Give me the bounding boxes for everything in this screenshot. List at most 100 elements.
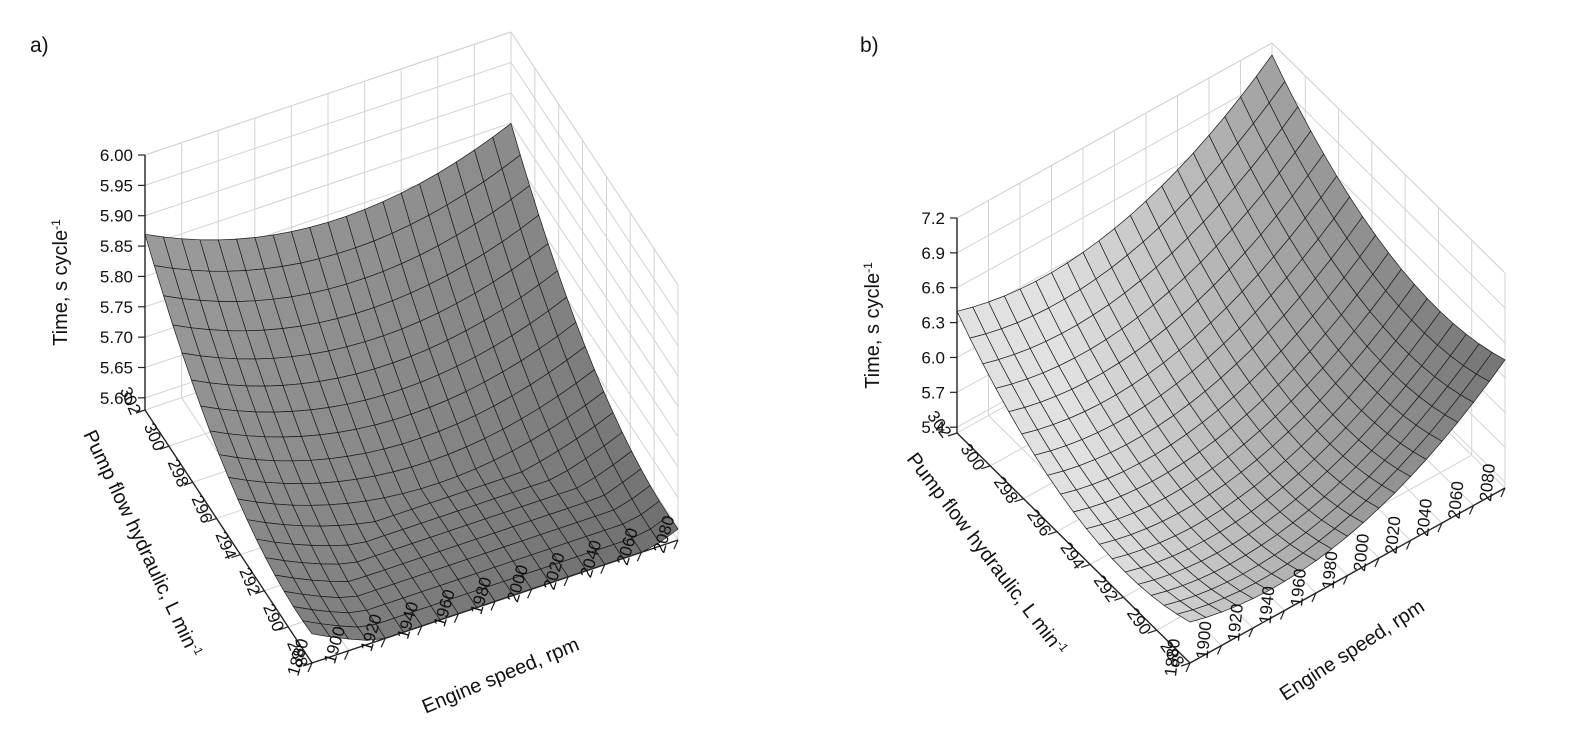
backwall-grid-z <box>144 92 512 217</box>
x-tick-mark <box>600 564 606 574</box>
x-tick-label: 1880 <box>1161 638 1184 678</box>
y-tick-label: 290 <box>1123 604 1155 638</box>
y-axis-line <box>144 409 313 664</box>
y-tick-mark <box>135 409 146 414</box>
y-tick-mark <box>255 590 265 595</box>
y-axis-title-text: Pump flow hydraulic, L min <box>902 449 1064 652</box>
x-tick-mark <box>1216 645 1223 655</box>
x-tick-mark <box>380 638 386 648</box>
y-tick-mark <box>1147 629 1157 634</box>
x-tick-label: 2080 <box>1476 463 1499 503</box>
chart-panel-a: a) 1880 1900 1920 1940 1960 1980 2000 2020 2040 2… <box>30 31 679 719</box>
y-axis-title: Pump flow hydraulic, L min-1 <box>79 426 207 661</box>
y-tick-label: 290 <box>259 601 288 635</box>
box-edge <box>1271 42 1506 274</box>
z-tick-label: 6.3 <box>921 314 945 333</box>
x-tick-mark <box>1374 557 1380 568</box>
box-edge <box>956 42 1273 219</box>
y-tick-label: 292 <box>235 565 264 599</box>
x-tick-mark <box>1279 610 1286 620</box>
x-tick-mark <box>1437 522 1443 533</box>
z-axis-title-sup: -1 <box>861 262 875 273</box>
x-tick-label: 1940 <box>1256 585 1279 625</box>
y-tick-label: 300 <box>140 420 169 454</box>
y-tick-mark <box>947 432 958 437</box>
y-tick-mark <box>231 554 241 559</box>
x-tick-mark <box>527 588 533 599</box>
y-tick-label: 296 <box>188 492 217 526</box>
z-tick-label: 5.75 <box>100 298 133 317</box>
y-tick-mark <box>1080 563 1091 568</box>
z-tick-label: 5.7 <box>921 383 945 402</box>
x-tick-mark <box>1405 540 1412 550</box>
x-tick-mark <box>673 539 679 550</box>
x-tick-mark <box>1311 592 1317 603</box>
z-tick-label: 6.6 <box>921 279 945 298</box>
z-tick-label: 5.60 <box>100 389 133 408</box>
panel-label-b: b) <box>860 34 879 57</box>
z-axis-title-text: Time, s cycle <box>50 230 72 346</box>
z-tick-label: 6.00 <box>100 146 133 165</box>
y-tick-mark <box>183 481 193 486</box>
x-tick-mark <box>453 613 459 624</box>
x-tick-mark <box>563 576 569 587</box>
x-axis-title: Engine speed, rpm <box>1276 595 1429 705</box>
y-tick-label: 296 <box>1023 506 1055 540</box>
y-tick-label: 294 <box>211 529 240 563</box>
y-tick-mark <box>981 465 991 470</box>
y-tick-mark <box>1047 531 1058 536</box>
x-axis-title: Engine speed, rpm <box>419 634 582 719</box>
y-tick-mark <box>207 517 217 522</box>
x-tick-mark <box>417 625 423 636</box>
backwall-grid-z <box>956 77 1273 254</box>
z-tick-label: 5.90 <box>100 207 133 226</box>
z-axis-title: Time, s cycle-1 <box>861 262 884 389</box>
sidewall-grid-z <box>510 153 679 407</box>
z-tick-label: 7.2 <box>921 209 945 228</box>
y-axis-line <box>956 432 1191 664</box>
z-tick-label: 6.0 <box>921 348 945 367</box>
sidewall-grid-z <box>510 122 679 377</box>
z-tick-label: 5.80 <box>100 267 133 286</box>
x-tick-mark <box>344 650 350 660</box>
y-tick-mark <box>1114 596 1124 601</box>
y-axis-title: Pump flow hydraulic, L min-1 <box>902 448 1072 660</box>
x-tick-mark <box>1342 575 1349 585</box>
z-tick-label: 5.65 <box>100 359 133 378</box>
x-tick-label: 1920 <box>1224 603 1247 643</box>
surface-cell <box>301 620 332 638</box>
x-tick-label: 1900 <box>1193 620 1216 660</box>
x-tick-mark <box>490 601 496 611</box>
x-tick-mark <box>307 662 313 673</box>
z-axis-title-text: Time, s cycle <box>862 273 884 389</box>
z-tick-label: 5.4 <box>921 418 945 437</box>
z-tick-label: 6.9 <box>921 244 945 263</box>
x-tick-label: 1960 <box>1287 568 1310 608</box>
sidewall-grid-z <box>510 62 679 316</box>
y-tick-label: 298 <box>164 456 193 490</box>
y-tick-label: 300 <box>957 440 989 474</box>
backwall-grid-z <box>144 122 512 247</box>
y-tick-mark <box>302 662 313 667</box>
surface-mesh <box>956 54 1506 623</box>
surface-mesh <box>144 122 679 641</box>
y-tick-mark <box>1180 662 1191 667</box>
z-tick-label: 5.70 <box>100 328 133 347</box>
box-edge <box>144 31 512 156</box>
surface-cell <box>1176 609 1207 623</box>
sidewall-grid-z <box>510 92 679 346</box>
x-tick-mark <box>1248 627 1254 638</box>
x-tick-label: 2040 <box>1413 498 1436 538</box>
y-tick-mark <box>1014 498 1024 503</box>
x-tick-mark <box>636 552 642 562</box>
z-axis-title-sup: -1 <box>49 219 63 230</box>
x-tick-label: 2020 <box>1382 515 1405 555</box>
y-tick-label: 298 <box>990 473 1022 507</box>
y-tick-mark <box>278 626 289 631</box>
x-tick-mark <box>1185 662 1191 673</box>
y-tick-label: 292 <box>1090 571 1122 605</box>
x-tick-label: 2060 <box>1445 480 1468 520</box>
z-axis-title: Time, s cycle-1 <box>49 219 72 346</box>
